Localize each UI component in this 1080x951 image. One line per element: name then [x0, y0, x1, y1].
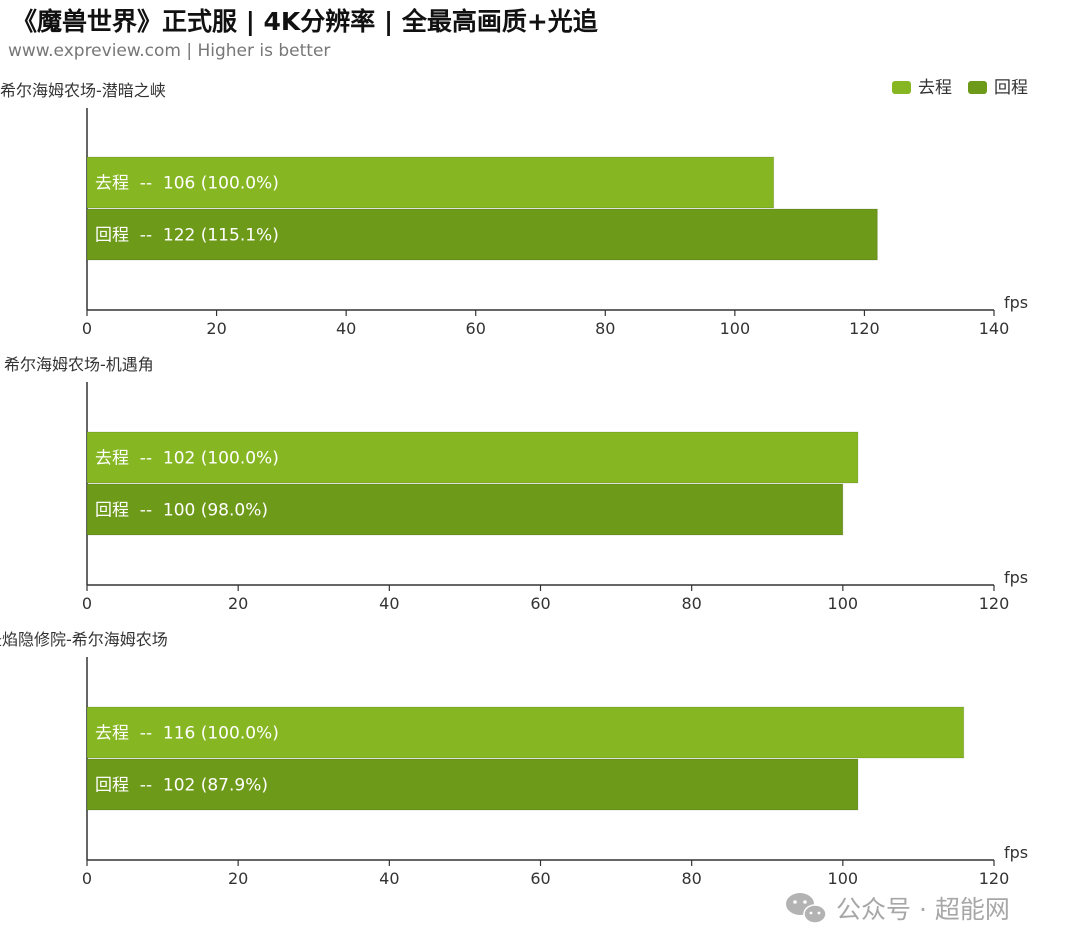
- bar-label: 回程 -- 100 (98.0%): [95, 501, 268, 521]
- bar-return: [86, 483, 844, 536]
- x-tick-label: 20: [228, 869, 248, 888]
- bar-label: 回程 -- 102 (87.9%): [95, 776, 268, 796]
- x-tick-label: 120: [979, 594, 1010, 613]
- panel-title: 希尔海姆农场-潜暗之峡: [0, 81, 166, 100]
- x-tick-label: 80: [595, 319, 615, 338]
- x-tick-label: 100: [720, 319, 751, 338]
- x-tick-label: 100: [828, 594, 859, 613]
- bar-outbound: [86, 156, 775, 209]
- bar-return: [86, 208, 878, 261]
- bar-return: [86, 758, 859, 811]
- x-tick-label: 140: [979, 319, 1010, 338]
- x-tick-label: 20: [228, 594, 248, 613]
- bar-label: 去程 -- 102 (100.0%): [95, 449, 279, 469]
- panel-title: 圣焰隐修院-希尔海姆农场: [0, 630, 168, 649]
- legend-swatch-outbound: [892, 81, 911, 94]
- chart-title: 《魔兽世界》正式服 | 4K分辨率 | 全最高画质+光追: [12, 7, 598, 36]
- bar-label: 去程 -- 106 (100.0%): [95, 174, 279, 194]
- chart-panel-2: 希尔海姆农场-机遇角 0 20 40 60 80 100 120 fps 去程 -- 102 (1…: [4, 355, 1028, 613]
- x-axis-label: fps: [1004, 843, 1028, 862]
- x-tick-label: 120: [849, 319, 880, 338]
- legend-swatch-return: [968, 81, 987, 94]
- bar-label: 回程 -- 122 (115.1%): [95, 226, 279, 246]
- bar-outbound: [86, 706, 965, 759]
- x-axis-label: fps: [1004, 293, 1028, 312]
- chart-panel-1: 希尔海姆农场-潜暗之峡 0 20 40 60 80 100 120 140 fps 去程 -- 10…: [0, 81, 1028, 338]
- wechat-icon: [786, 893, 827, 924]
- x-tick-label: 0: [82, 594, 92, 613]
- legend-label-outbound: 去程: [918, 78, 952, 98]
- bar-outbound: [86, 431, 859, 484]
- x-tick-label: 60: [466, 319, 486, 338]
- legend-label-return: 回程: [994, 78, 1028, 98]
- x-tick-label: 40: [379, 594, 399, 613]
- chart-panels: 希尔海姆农场-潜暗之峡 0 20 40 60 80 100 120 140 fps 去程 -- 10…: [0, 81, 1028, 888]
- chart-panel-3: 圣焰隐修院-希尔海姆农场 0 20 40 60 80 100 120 fps 去程 -- 116 …: [0, 630, 1028, 888]
- bar-label: 去程 -- 116 (100.0%): [95, 724, 279, 744]
- watermark-text: 公众号 · 超能网: [836, 895, 1010, 924]
- x-tick-label: 80: [681, 869, 701, 888]
- panel-title: 希尔海姆农场-机遇角: [4, 355, 154, 374]
- x-tick-label: 40: [379, 869, 399, 888]
- x-tick-label: 20: [206, 319, 226, 338]
- x-tick-label: 100: [828, 869, 859, 888]
- x-tick-label: 0: [82, 319, 92, 338]
- x-tick-label: 40: [336, 319, 356, 338]
- x-axis-label: fps: [1004, 568, 1028, 587]
- x-tick-label: 120: [979, 869, 1010, 888]
- chart-subtitle: www.expreview.com | Higher is better: [8, 41, 330, 61]
- legend: 去程 回程: [892, 78, 1028, 98]
- x-tick-label: 80: [681, 594, 701, 613]
- x-tick-label: 60: [530, 594, 550, 613]
- x-tick-label: 60: [530, 869, 550, 888]
- watermark: 公众号 · 超能网: [786, 893, 1010, 924]
- x-tick-label: 0: [82, 869, 92, 888]
